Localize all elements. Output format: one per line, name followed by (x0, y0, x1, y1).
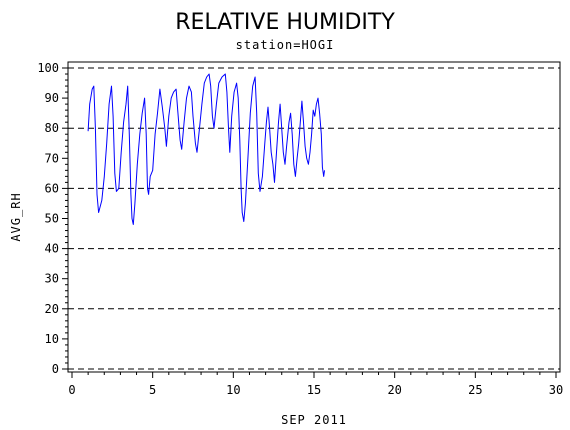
series-line (87, 73, 325, 225)
y-tick-label: 80 (45, 121, 59, 135)
chart-title: RELATIVE HUMIDITY (175, 10, 395, 35)
plot-frame (67, 61, 561, 373)
x-axis-label: SEP 2011 (281, 413, 347, 427)
y-axis: 0 10 20 30 40 50 60 70 80 90 100 (37, 61, 68, 376)
y-axis-label: AVG_RH (9, 192, 23, 241)
y-tick-label: 30 (45, 272, 59, 286)
y-tick-label: 90 (45, 91, 59, 105)
x-tick-label: 0 (68, 383, 75, 397)
reference-lines (68, 67, 560, 370)
x-tick-label: 25 (468, 383, 482, 397)
y-tick-label: 60 (45, 181, 59, 195)
x-tick-label: 20 (387, 383, 401, 397)
x-tick-label: 15 (307, 383, 321, 397)
y-tick-label: 10 (45, 332, 59, 346)
chart-subtitle: station=HOGI (236, 38, 335, 52)
y-tick-label: 20 (45, 302, 59, 316)
x-tick-label: 10 (226, 383, 240, 397)
y-tick-label: 40 (45, 242, 59, 256)
x-tick-label: 30 (549, 383, 563, 397)
series-group (87, 73, 325, 225)
x-tick-label: 5 (149, 383, 156, 397)
x-axis: 0 5 10 15 20 25 30 (68, 372, 563, 397)
y-tick-label: 50 (45, 212, 59, 226)
y-tick-label: 70 (45, 151, 59, 165)
y-tick-label: 0 (52, 362, 59, 376)
y-tick-label: 100 (37, 61, 59, 75)
